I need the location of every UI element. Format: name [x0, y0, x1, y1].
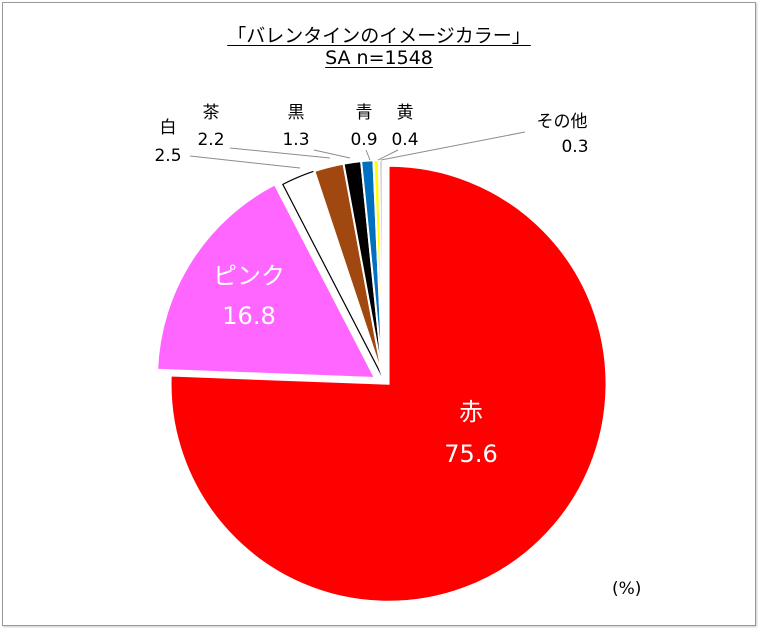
pie-slice-0 — [169, 164, 608, 603]
slice-label-4: 黒 — [288, 103, 305, 123]
leader-line-5 — [365, 149, 371, 161]
slice-value-5: 0.9 — [350, 130, 377, 150]
leader-line-3 — [229, 147, 331, 159]
slice-value-7: 0.3 — [561, 137, 588, 157]
slice-label-5: 青 — [356, 103, 373, 123]
pie-slice-1 — [156, 183, 377, 380]
leader-line-6 — [377, 149, 399, 161]
slice-value-4: 1.3 — [282, 130, 309, 150]
chart-subtitle: SA n=1548 — [325, 47, 433, 69]
slice-label-7: その他 — [537, 112, 588, 132]
leader-line-2 — [189, 155, 301, 169]
slice-value-6: 0.4 — [391, 130, 418, 150]
leader-line-4 — [313, 149, 351, 159]
slice-value-1: 16.8 — [222, 302, 275, 330]
slice-label-6: 黄 — [397, 103, 414, 123]
slice-value-3: 2.2 — [197, 130, 224, 150]
leader-line-7 — [380, 131, 526, 161]
slice-value-0: 75.6 — [444, 440, 497, 468]
slice-label-1: ピンク — [213, 262, 285, 290]
unit-label: (%) — [612, 579, 642, 599]
slice-value-2: 2.5 — [154, 146, 181, 166]
slice-label-0: 赤 — [459, 398, 483, 426]
slice-label-3: 茶 — [203, 103, 220, 123]
slice-label-2: 白 — [160, 118, 177, 138]
chart-title: 「バレンタインのイメージカラー」 — [227, 25, 531, 47]
